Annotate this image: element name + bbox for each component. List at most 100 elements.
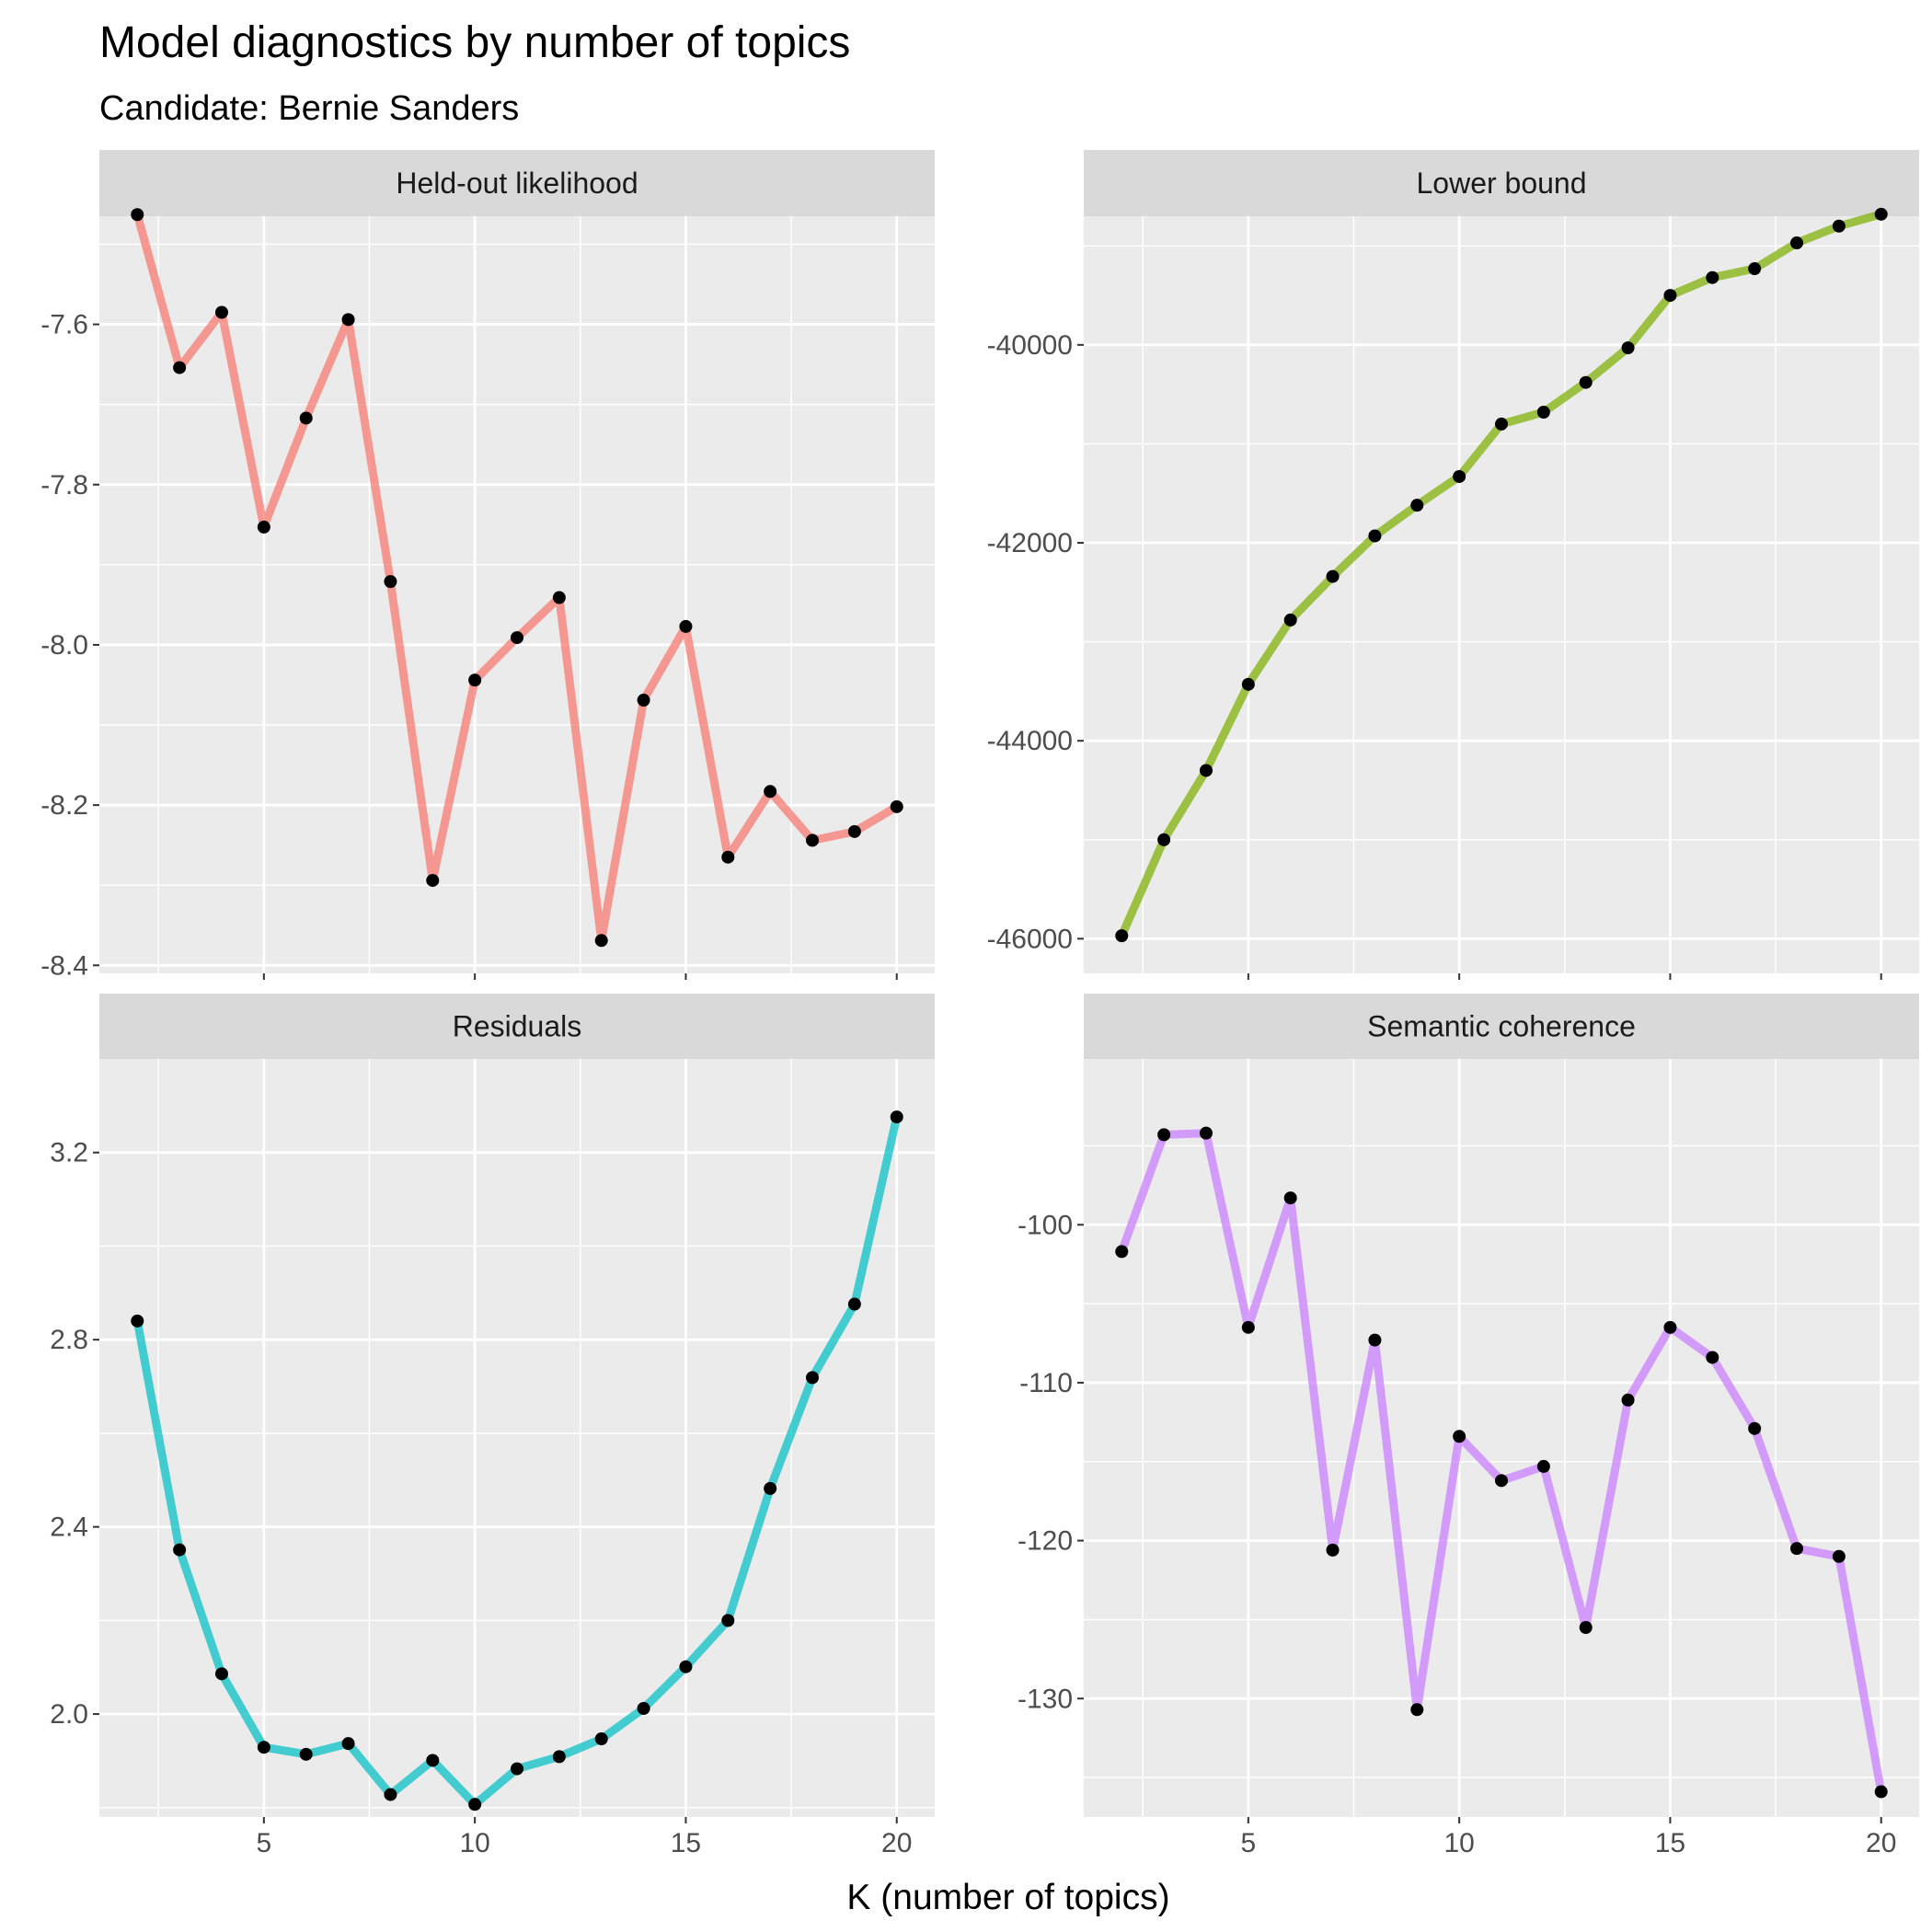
y-tick-label: -42000: [987, 528, 1073, 558]
x-tick-label: 20: [1866, 1828, 1896, 1858]
y-tick-label: 2.0: [50, 1699, 88, 1730]
data-point: [890, 799, 903, 813]
data-point: [847, 1297, 861, 1311]
y-tick-label: -46000: [987, 924, 1073, 954]
data-point: [384, 575, 397, 589]
x-tick-label: 20: [881, 1828, 912, 1858]
facet-label: Held-out likelihood: [396, 167, 638, 200]
y-tick-label: -44000: [987, 726, 1073, 756]
data-point: [299, 411, 313, 425]
y-tick-label: -120: [1018, 1526, 1073, 1557]
data-point: [1410, 499, 1424, 512]
data-point: [806, 834, 820, 847]
data-point: [214, 305, 228, 319]
facet-strip: [1084, 994, 1919, 1059]
data-point: [1790, 1542, 1804, 1556]
data-point: [1283, 613, 1297, 627]
data-point: [1410, 1703, 1424, 1717]
data-point: [257, 1741, 270, 1754]
x-tick-label: 10: [1443, 1828, 1474, 1858]
data-point: [1663, 289, 1677, 303]
data-point: [552, 591, 566, 604]
data-point: [806, 1371, 820, 1385]
panel-background: [1084, 216, 1919, 973]
data-point: [594, 1732, 608, 1746]
facet-label: Residuals: [453, 1010, 582, 1043]
x-axis-title: K (number of topics): [846, 1878, 1169, 1917]
data-point: [426, 873, 440, 887]
facet-label: Semantic coherence: [1367, 1010, 1636, 1043]
data-point: [341, 313, 355, 327]
data-point: [299, 1747, 313, 1761]
chart-subtitle: Candidate: Bernie Sanders: [99, 89, 519, 128]
panel-semantic-coherence: Semantic coherence -100 -110 -120 -130 5 10 15 2…: [1018, 994, 1919, 1858]
data-point: [1453, 1430, 1466, 1443]
data-point: [1115, 1245, 1129, 1259]
data-point: [1536, 406, 1550, 420]
data-point: [1706, 1351, 1719, 1364]
data-point: [341, 1737, 355, 1751]
y-tick-label: 3.2: [50, 1138, 88, 1168]
data-point: [1283, 1191, 1297, 1205]
data-point: [1874, 1785, 1888, 1799]
data-point: [1326, 569, 1340, 583]
facet-strip: [99, 994, 935, 1059]
data-point: [1368, 1333, 1382, 1347]
x-tick-label: 10: [459, 1828, 489, 1858]
y-tick-label: 2.4: [50, 1512, 88, 1543]
data-point: [384, 1788, 397, 1801]
data-point: [764, 1481, 777, 1495]
y-tick-label: -7.6: [40, 310, 88, 340]
y-tick-label: -8.0: [40, 630, 88, 661]
panel-held-out-likelihood: Held-out likelihood -7.6 -7.8 -8.0 -8.2 -8.4: [40, 150, 935, 981]
panel-background: [1084, 1059, 1919, 1817]
data-point: [1241, 677, 1255, 691]
facet-label: Lower bound: [1416, 167, 1586, 200]
data-point: [468, 673, 482, 687]
data-point: [594, 934, 608, 948]
data-point: [679, 619, 693, 633]
data-point: [1748, 262, 1762, 276]
data-point: [131, 208, 144, 222]
y-tick-label: -7.8: [40, 470, 88, 500]
data-point: [1832, 1549, 1846, 1563]
facet-strip: [1084, 150, 1919, 216]
data-point: [721, 1614, 735, 1627]
data-point: [637, 694, 650, 707]
panel-lower-bound: Lower bound -40000 -42000 -44000 -46000: [987, 150, 1919, 980]
y-tick-label: -100: [1018, 1210, 1073, 1240]
data-point: [468, 1798, 482, 1811]
data-point: [764, 785, 777, 799]
data-point: [1579, 1621, 1593, 1634]
y-tick-label: -8.4: [40, 950, 88, 981]
y-tick-label: -110: [1019, 1368, 1073, 1398]
data-point: [890, 1110, 903, 1124]
data-point: [1663, 1320, 1677, 1334]
chart-title: Model diagnostics by number of topics: [99, 18, 850, 67]
data-point: [1748, 1421, 1762, 1435]
facet-strip: [99, 150, 935, 216]
data-point: [173, 361, 187, 374]
data-point: [679, 1660, 693, 1673]
data-point: [1199, 764, 1213, 777]
y-tick-label: 2.8: [50, 1325, 88, 1355]
y-tick-label: -8.2: [40, 790, 88, 821]
data-point: [1157, 833, 1171, 846]
data-point: [1621, 341, 1635, 355]
y-tick-label: -130: [1018, 1684, 1073, 1714]
facet-panels: Held-out likelihood -7.6 -7.8 -8.0 -8.2 -8.4 L…: [40, 150, 1919, 1858]
data-point: [721, 850, 735, 864]
data-point: [1874, 207, 1888, 221]
x-tick-label: 5: [1241, 1828, 1257, 1858]
data-point: [552, 1750, 566, 1764]
data-point: [131, 1314, 144, 1328]
data-point: [637, 1701, 650, 1715]
panel-background: [99, 216, 935, 973]
y-tick-label: -40000: [987, 330, 1073, 361]
data-point: [1115, 929, 1129, 943]
data-point: [1832, 219, 1846, 233]
data-point: [173, 1543, 187, 1557]
data-point: [214, 1667, 228, 1681]
data-point: [1199, 1126, 1213, 1140]
data-point: [1368, 529, 1382, 543]
